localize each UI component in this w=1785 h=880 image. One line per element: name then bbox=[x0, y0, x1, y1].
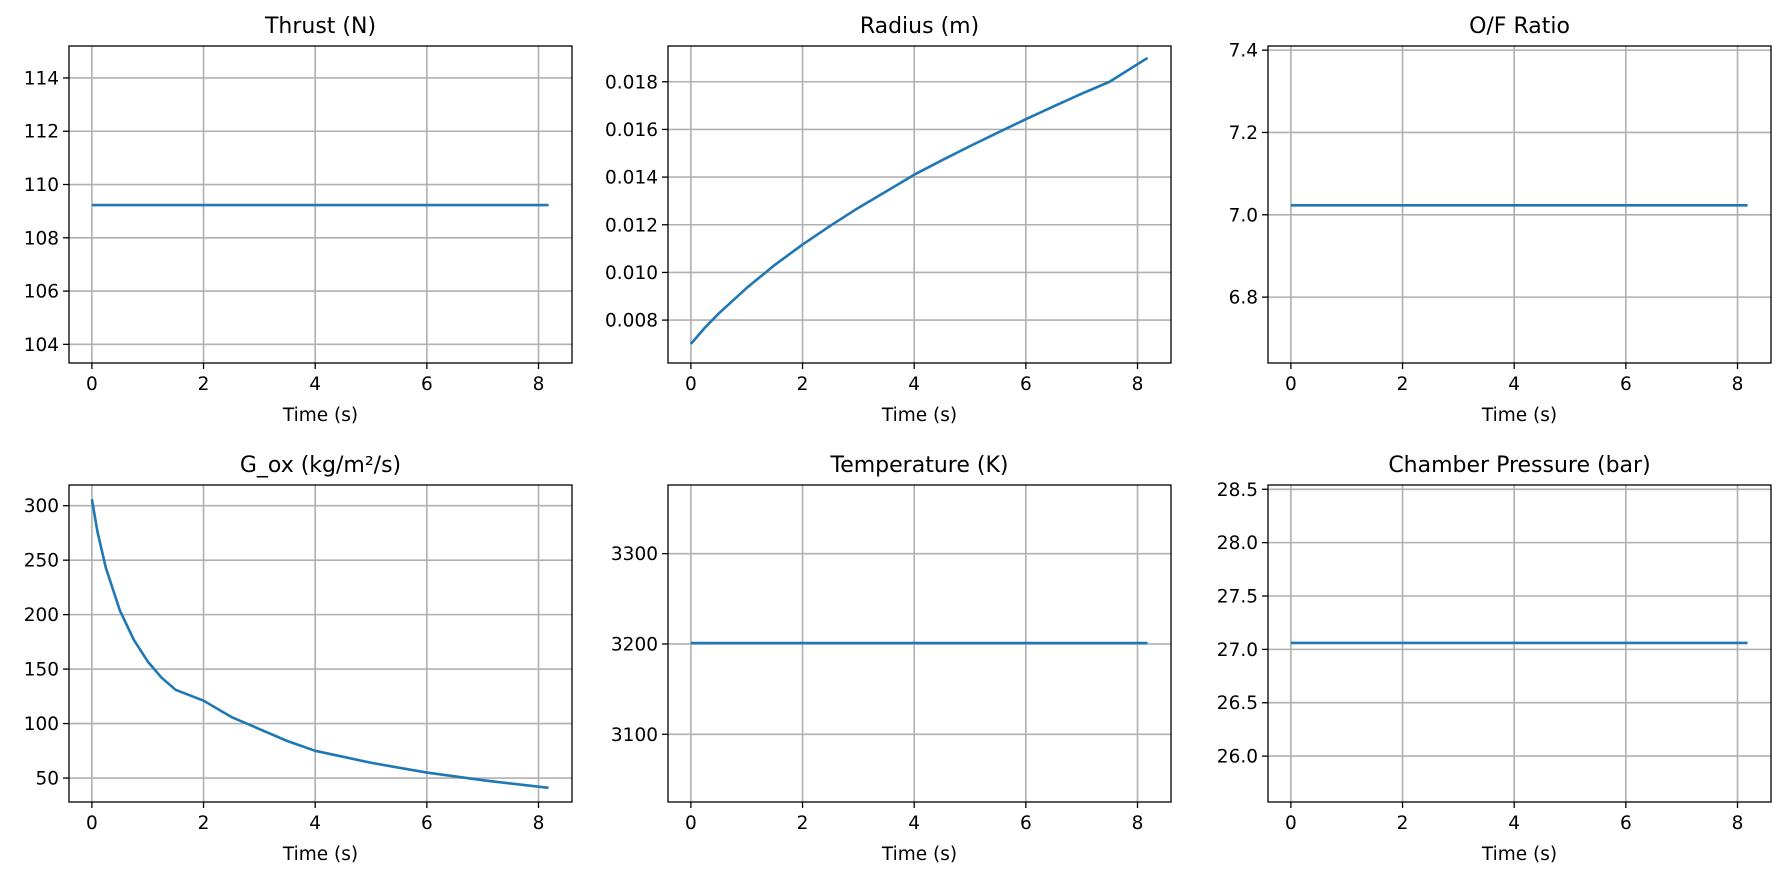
y-tick-label: 300 bbox=[24, 496, 59, 517]
x-tick-label: 6 bbox=[421, 374, 433, 395]
subplot-5: 0 2 4 6 8 3100 3200 3300 Temperature (K) Time (s) bbox=[611, 453, 1172, 865]
axes-frame bbox=[1267, 484, 1772, 803]
x-tick-label: 6 bbox=[1620, 374, 1632, 395]
x-axis-label: Time (s) bbox=[282, 405, 358, 426]
subplot-title: Thrust (N) bbox=[264, 14, 376, 39]
x-tick-label: 0 bbox=[1285, 374, 1297, 395]
y-tick-label: 108 bbox=[24, 228, 59, 249]
x-tick-label: 2 bbox=[1397, 374, 1409, 395]
x-tick-label: 8 bbox=[1732, 374, 1744, 395]
subplot-title: Chamber Pressure (bar) bbox=[1388, 453, 1650, 478]
x-tick-label: 4 bbox=[908, 813, 920, 834]
y-tick-label: 104 bbox=[24, 335, 59, 356]
axes-frame bbox=[68, 484, 573, 803]
x-tick-label: 2 bbox=[198, 813, 210, 834]
subplot-title: Temperature (K) bbox=[830, 453, 1009, 478]
y-tick-label: 150 bbox=[24, 660, 59, 681]
y-tick-label: 28.5 bbox=[1217, 480, 1258, 501]
axes-frame bbox=[667, 45, 1172, 364]
x-tick-label: 8 bbox=[1732, 813, 1744, 834]
axes-frame bbox=[1267, 45, 1772, 364]
y-tick-label: 112 bbox=[24, 122, 59, 143]
y-tick-label: 28.0 bbox=[1217, 533, 1258, 554]
x-axis-label: Time (s) bbox=[881, 844, 957, 865]
y-tick-label: 250 bbox=[24, 551, 59, 572]
x-tick-label: 0 bbox=[86, 813, 98, 834]
y-tick-label: 3200 bbox=[611, 634, 658, 655]
x-tick-label: 4 bbox=[1508, 374, 1520, 395]
y-tick-label: 6.8 bbox=[1229, 288, 1258, 309]
y-tick-label: 0.016 bbox=[605, 120, 658, 141]
x-tick-label: 0 bbox=[685, 374, 697, 395]
y-tick-label: 0.008 bbox=[605, 311, 658, 332]
x-tick-label: 2 bbox=[198, 374, 210, 395]
x-tick-label: 4 bbox=[309, 813, 321, 834]
y-tick-label: 3100 bbox=[611, 725, 658, 746]
x-tick-label: 8 bbox=[1132, 374, 1144, 395]
x-tick-label: 2 bbox=[1397, 813, 1409, 834]
y-tick-label: 0.014 bbox=[605, 168, 658, 189]
y-tick-label: 200 bbox=[24, 605, 59, 626]
x-tick-label: 6 bbox=[421, 813, 433, 834]
y-tick-label: 0.012 bbox=[605, 215, 658, 236]
y-tick-label: 7.2 bbox=[1229, 123, 1258, 144]
x-axis-label: Time (s) bbox=[282, 844, 358, 865]
subplot-3: 0 2 4 6 8 6.8 7.0 7.2 7.4 O/F Ratio Time (s) bbox=[1229, 14, 1772, 426]
y-tick-label: 27.0 bbox=[1217, 640, 1258, 661]
y-tick-label: 50 bbox=[35, 769, 59, 790]
subplot-2: 0 2 4 6 8 0.008 0.010 0.012 0.014 0.016 0.018 Radiu… bbox=[605, 14, 1172, 426]
y-tick-label: 7.0 bbox=[1229, 205, 1258, 226]
x-tick-label: 8 bbox=[533, 813, 545, 834]
x-tick-label: 0 bbox=[1285, 813, 1297, 834]
x-tick-label: 4 bbox=[908, 374, 920, 395]
y-tick-label: 0.018 bbox=[605, 72, 658, 93]
y-tick-label: 110 bbox=[24, 175, 59, 196]
x-tick-label: 2 bbox=[797, 374, 809, 395]
series-line bbox=[689, 56, 1149, 345]
y-tick-label: 114 bbox=[24, 68, 59, 89]
y-tick-label: 100 bbox=[24, 714, 59, 735]
x-tick-label: 6 bbox=[1020, 374, 1032, 395]
subplot-title: Radius (m) bbox=[860, 14, 979, 39]
x-tick-label: 8 bbox=[1132, 813, 1144, 834]
x-tick-label: 6 bbox=[1620, 813, 1632, 834]
axes-frame bbox=[68, 45, 573, 364]
y-tick-label: 7.4 bbox=[1229, 41, 1258, 62]
subplot-4: 0 2 4 6 8 50 100 150 200 250 300 G_ox (kg/m²/s) Time… bbox=[24, 453, 573, 865]
x-axis-label: Time (s) bbox=[1481, 405, 1557, 426]
subplot-title: G_ox (kg/m²/s) bbox=[240, 453, 401, 478]
y-tick-label: 26.5 bbox=[1217, 693, 1258, 714]
y-tick-label: 0.010 bbox=[605, 263, 658, 284]
x-tick-label: 6 bbox=[1020, 813, 1032, 834]
y-tick-label: 3300 bbox=[611, 544, 658, 565]
x-tick-label: 4 bbox=[1508, 813, 1520, 834]
subplot-title: O/F Ratio bbox=[1469, 14, 1570, 39]
x-axis-label: Time (s) bbox=[881, 405, 957, 426]
y-tick-label: 106 bbox=[24, 282, 59, 303]
x-axis-label: Time (s) bbox=[1481, 844, 1557, 865]
x-tick-label: 2 bbox=[797, 813, 809, 834]
subplot-1: 0 2 4 6 8 104 106 108 110 112 114 Thrust (N) Time (s… bbox=[24, 14, 573, 426]
x-tick-label: 4 bbox=[309, 374, 321, 395]
x-tick-label: 0 bbox=[86, 374, 98, 395]
y-tick-label: 26.0 bbox=[1217, 747, 1258, 768]
series-line bbox=[90, 498, 549, 790]
x-tick-label: 8 bbox=[533, 374, 545, 395]
x-tick-label: 0 bbox=[685, 813, 697, 834]
subplot-6: 0 2 4 6 8 26.0 26.5 27.0 27.5 28.0 28.5 Chamber Pre… bbox=[1217, 453, 1772, 865]
y-tick-label: 27.5 bbox=[1217, 587, 1258, 608]
